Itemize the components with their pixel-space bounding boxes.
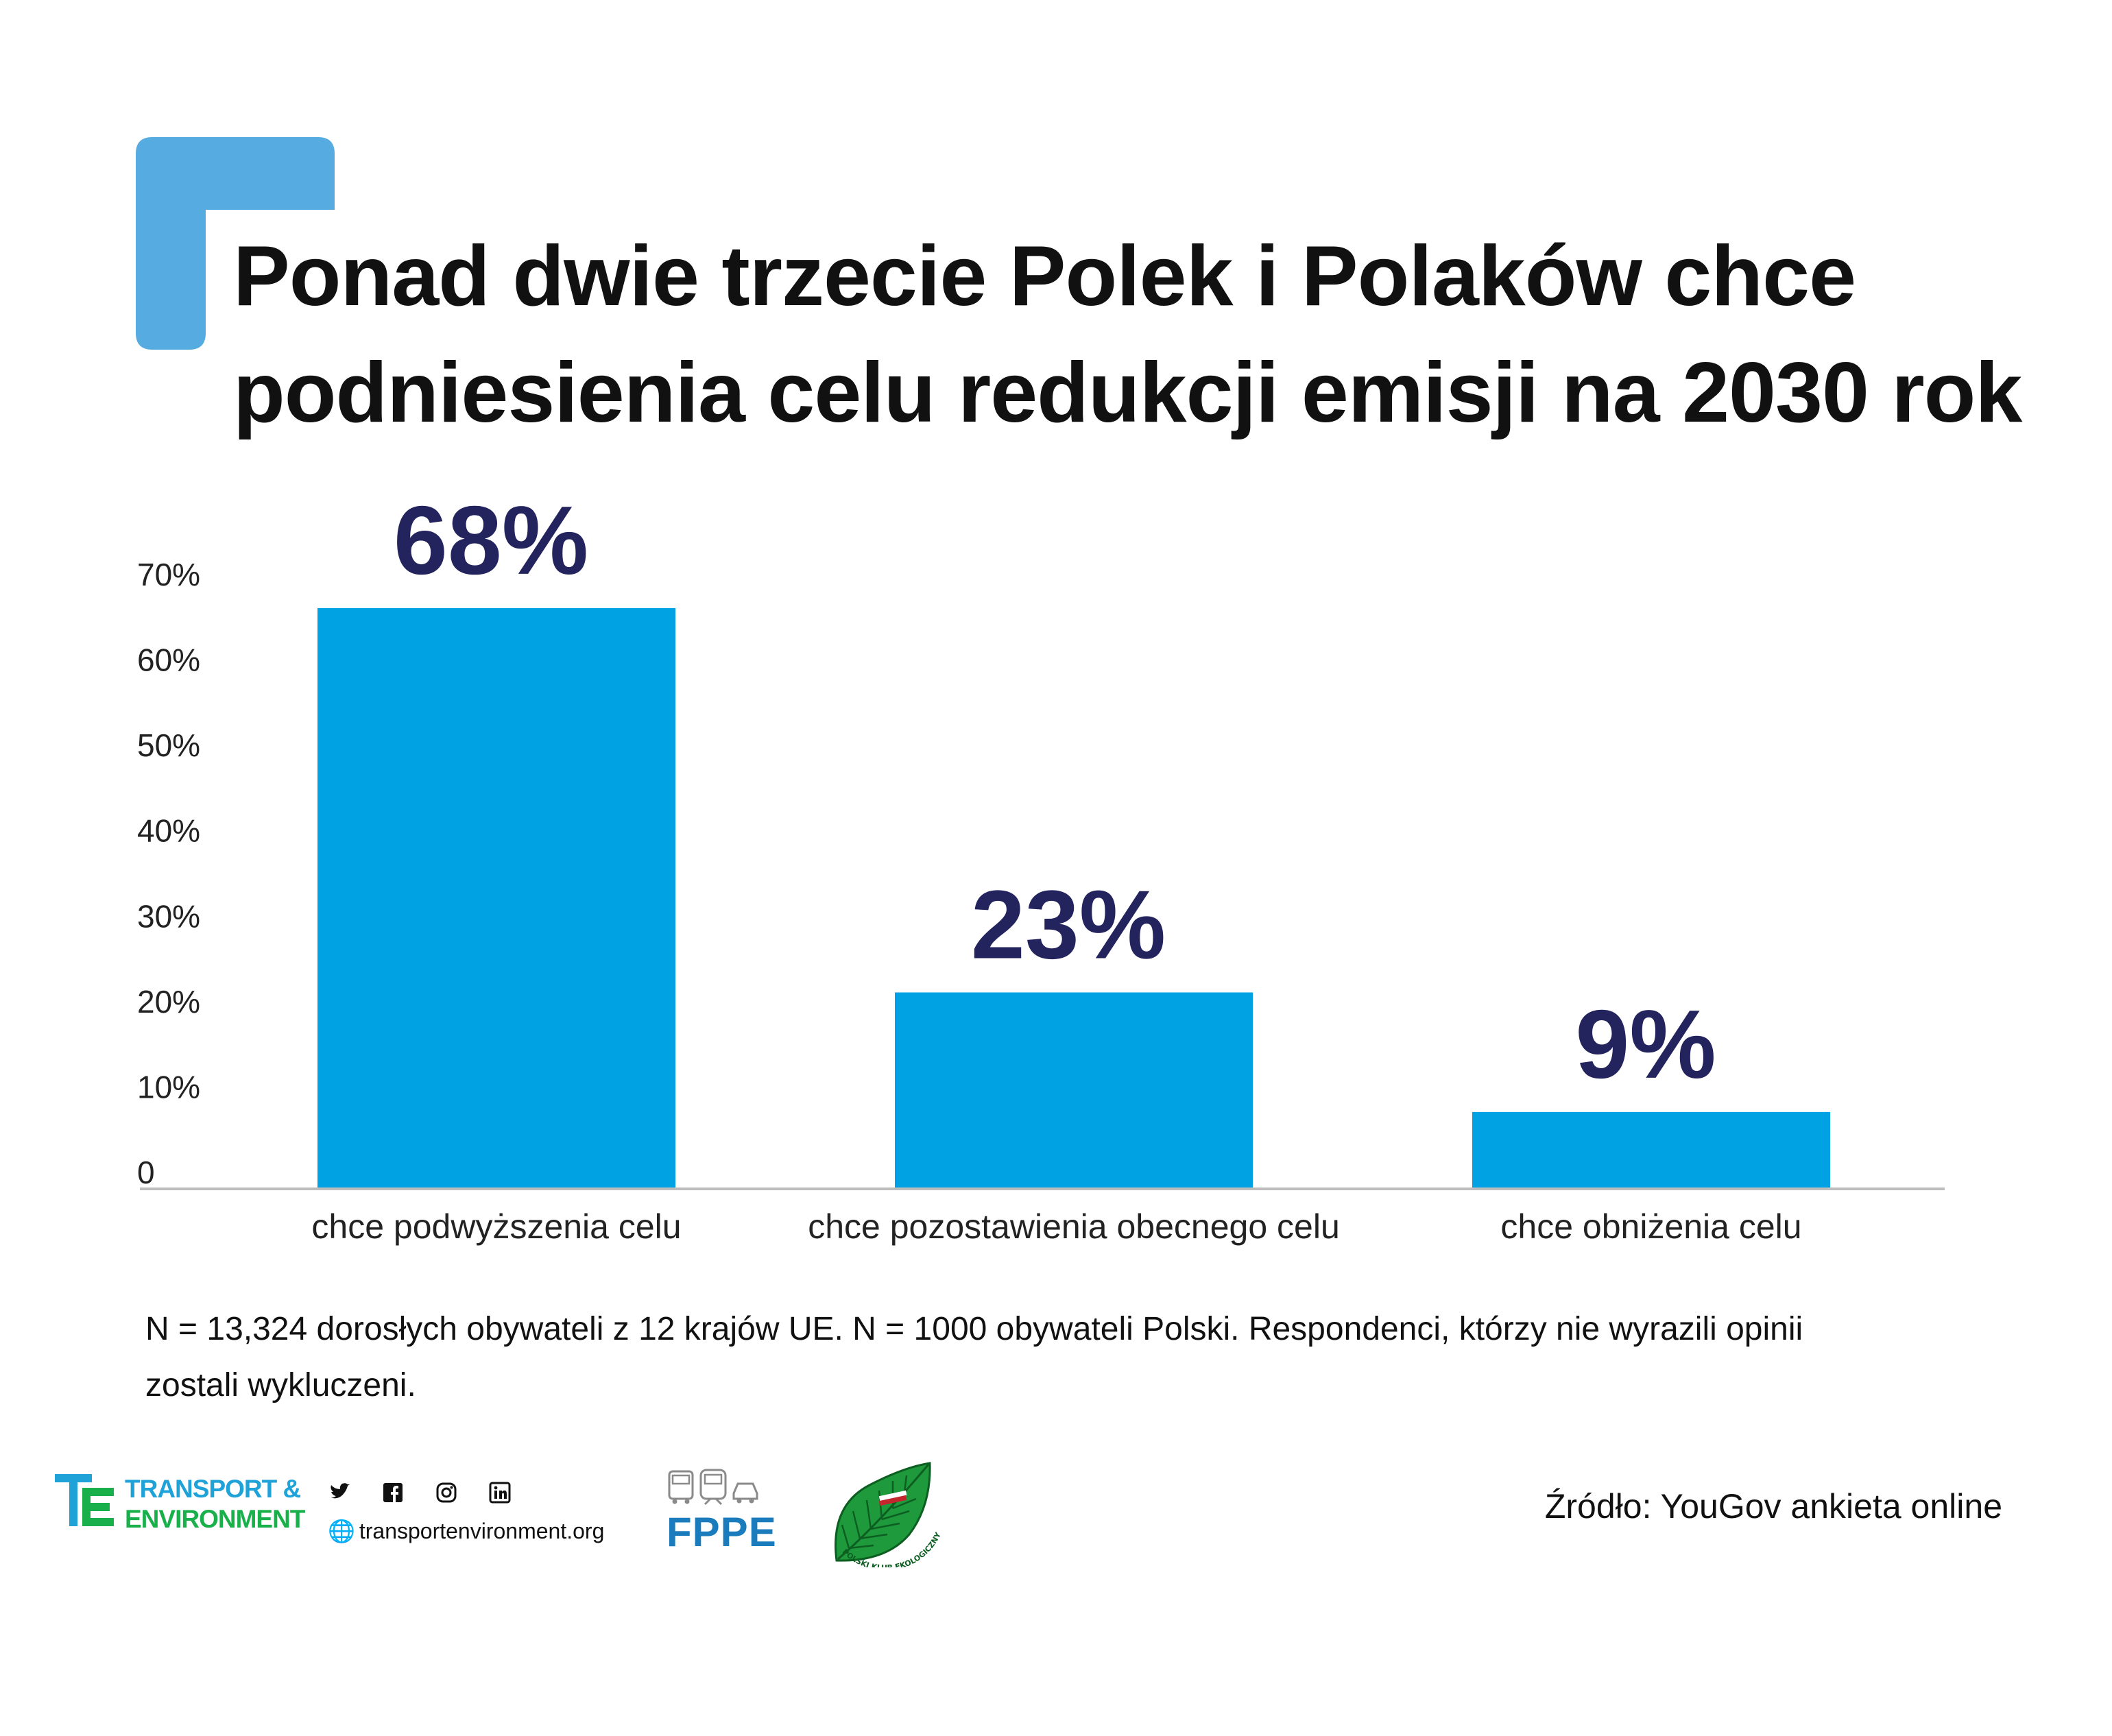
twitter-icon[interactable] [328, 1481, 351, 1504]
y-tick-label: 50% [137, 727, 200, 763]
pke-leaf-logo-icon: POLSKI KLUB EKOLOGICZNY [835, 1462, 943, 1567]
bar [317, 607, 675, 1189]
y-tick-label: 0 [137, 1155, 155, 1190]
x-axis: chce podwyższenia celu chce pozostawienia… [311, 1207, 1801, 1246]
facebook-icon[interactable] [381, 1481, 405, 1504]
y-tick-label: 70% [137, 557, 200, 592]
instagram-icon[interactable] [435, 1481, 458, 1504]
sample-note: N = 13,324 dorosłych obywateli z 12 kraj… [145, 1301, 1928, 1414]
te-line-1: TRANSPORT & [125, 1475, 301, 1503]
website-text: transportenvironment.org [359, 1519, 605, 1543]
data-label: 23% [971, 870, 1166, 979]
bars-group [317, 607, 1830, 1189]
chart-title: Ponad dwie trzecie Polek i Polaków chce … [233, 218, 2050, 451]
website-link[interactable]: 🌐 transportenvironment.org [328, 1518, 604, 1544]
bar [1472, 1111, 1830, 1189]
fppe-logo-text: FPPE [667, 1509, 777, 1555]
bar [895, 992, 1253, 1189]
te-line-2: ENVIRONMENT [125, 1505, 305, 1533]
y-tick-label: 30% [137, 898, 200, 934]
corner-bracket-mark [136, 137, 335, 350]
bar-chart: 0 10% 20% 30% 40% 50% 60% 70% chce podwyższenia… [137, 486, 1945, 1246]
data-label: 9% [1575, 990, 1716, 1099]
social-icons [328, 1481, 512, 1504]
data-labels-group: 68% 23% 9% [394, 486, 1716, 1099]
sample-note-line-2: zostali wykluczeni. [145, 1367, 416, 1403]
category-label: chce podwyższenia celu [311, 1207, 681, 1246]
chart-title-line-2: podniesienia celu redukcji emisji na 203… [233, 346, 2022, 440]
y-tick-label: 20% [137, 984, 200, 1020]
y-tick-label: 40% [137, 813, 200, 849]
chart-title-line-1: Ponad dwie trzecie Polek i Polaków chce [233, 229, 1856, 324]
linkedin-icon[interactable] [488, 1481, 512, 1504]
data-label: 68% [394, 486, 588, 595]
y-tick-label: 10% [137, 1069, 200, 1105]
sample-note-line-1: N = 13,324 dorosłych obywateli z 12 kraj… [145, 1311, 1803, 1347]
category-label: chce obniżenia celu [1500, 1207, 1801, 1246]
category-label: chce pozostawienia obecnego celu [808, 1207, 1340, 1246]
globe-icon: 🌐 [328, 1518, 355, 1544]
te-logo-icon [55, 1474, 114, 1526]
y-tick-label: 60% [137, 642, 200, 678]
te-logo-text: TRANSPORT & ENVIRONMENT [125, 1474, 305, 1534]
fppe-vehicles-icon [668, 1469, 758, 1506]
y-axis: 0 10% 20% 30% 40% 50% 60% 70% [137, 557, 200, 1190]
source-note: Źródło: YouGov ankieta online [1544, 1487, 2002, 1526]
